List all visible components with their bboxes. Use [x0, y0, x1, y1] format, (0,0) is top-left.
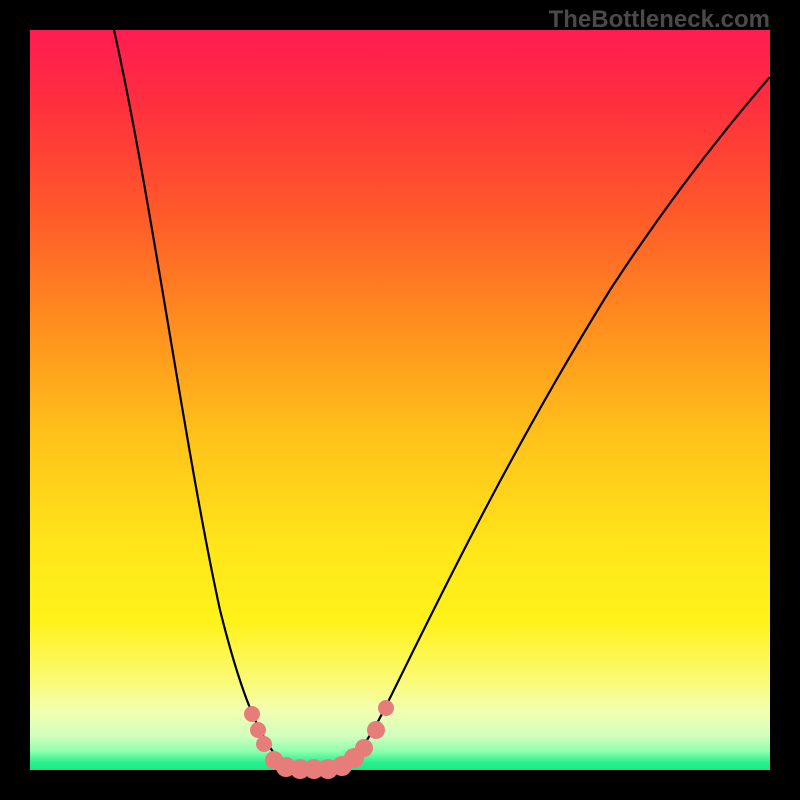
curve-dot	[256, 736, 272, 752]
plot-area	[30, 30, 770, 770]
bottleneck-curve	[114, 30, 769, 769]
curve-dot	[250, 722, 266, 738]
chart-frame: TheBottleneck.com	[0, 0, 800, 800]
bottleneck-curve-layer	[30, 30, 770, 770]
curve-dot	[367, 721, 385, 739]
curve-dot	[378, 700, 394, 716]
curve-dot	[244, 706, 260, 722]
curve-dot	[355, 739, 373, 757]
watermark-text: TheBottleneck.com	[549, 6, 770, 34]
curve-dots	[244, 700, 394, 779]
